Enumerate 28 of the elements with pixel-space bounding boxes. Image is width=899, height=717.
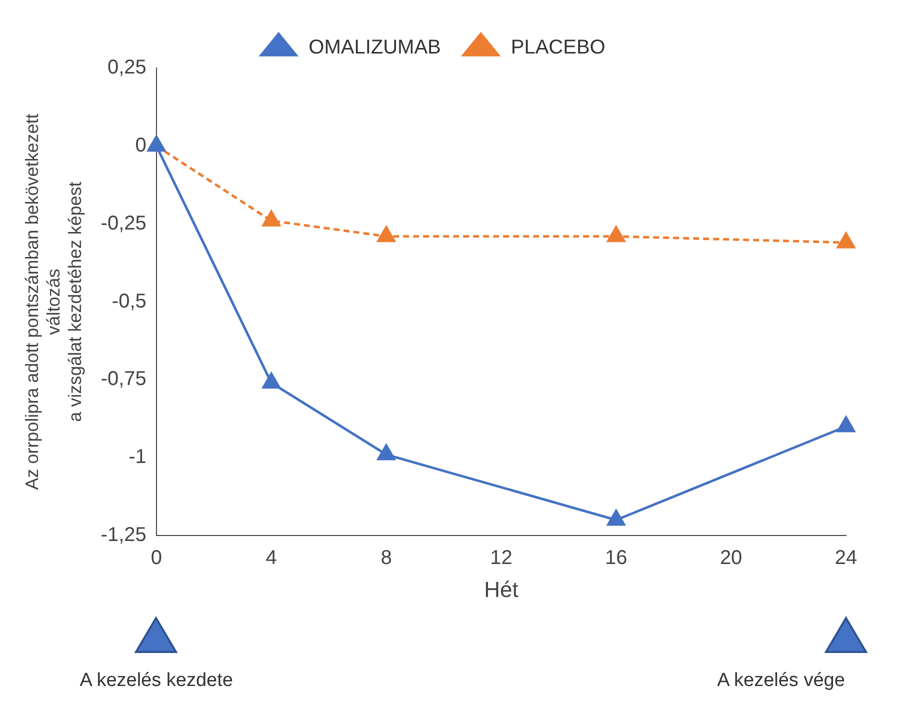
x-tick-label: 0 (150, 547, 162, 570)
x-tick-label: 12 (490, 547, 512, 570)
text: A kezelés kezdete (78, 670, 234, 692)
x-tick-label: 4 (266, 547, 277, 570)
point (377, 444, 396, 460)
text: A kezelés vége (716, 670, 846, 692)
point (262, 372, 280, 389)
y-tick-label: 0 (135, 134, 146, 156)
point (607, 510, 626, 526)
y-tick-label: -1,25 (100, 524, 146, 546)
x-axis-title: Hét (484, 576, 518, 602)
x-tick-label: 16 (605, 547, 628, 570)
y-tick-label: -0,5 (112, 290, 146, 312)
y-axis-title: Az orrpolipra adott pontszámban bekövetkezett változás a vizsgálat kezdetéhez képest (22, 114, 85, 490)
y-tick-label: -1 (128, 446, 146, 468)
x-tick-label: 8 (380, 547, 392, 570)
point (377, 226, 396, 242)
point (836, 232, 856, 248)
y-tick-label: 0,25 (107, 56, 146, 79)
legend-label: OMALIZUMAB (308, 36, 441, 59)
point (607, 226, 626, 242)
point (836, 416, 856, 432)
x-tick-label: 24 (834, 547, 858, 570)
x-tick-label: 20 (720, 547, 742, 570)
legend-label: PLACEBO (510, 36, 606, 59)
point (262, 210, 280, 226)
y-tick-label: -0,75 (100, 368, 146, 390)
y-tick-label: -0,25 (100, 212, 146, 234)
